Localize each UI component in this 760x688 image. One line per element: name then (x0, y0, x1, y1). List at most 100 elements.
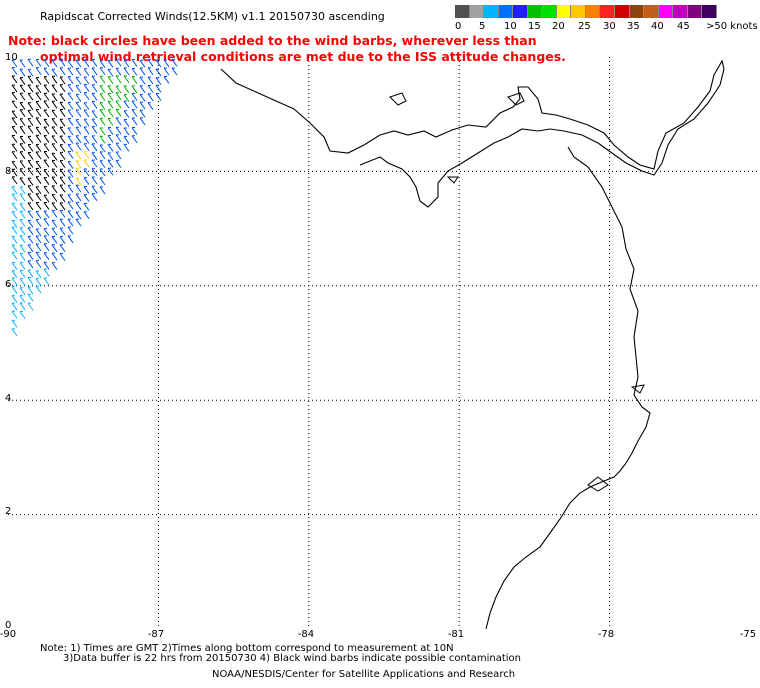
wind-barb (19, 287, 26, 295)
wind-barb (51, 185, 58, 194)
wind-barb (43, 100, 50, 109)
map-title: Rapidscat Corrected Winds(12.5KM) v1.1 2… (40, 10, 385, 23)
wind-barb (11, 151, 18, 160)
wind-barb (67, 92, 74, 101)
wind-barb (115, 108, 122, 117)
wind-barb (11, 302, 18, 311)
wind-barb (11, 270, 18, 278)
wind-barb (83, 211, 90, 219)
wind-barb (75, 126, 82, 135)
wind-barb (67, 76, 74, 84)
wind-barb (51, 159, 58, 168)
wind-barb (27, 177, 34, 186)
wind-barb (19, 109, 26, 117)
legend-swatch (513, 5, 528, 18)
wind-barb (51, 176, 58, 185)
wind-barb (11, 226, 18, 235)
wind-barb (147, 76, 154, 85)
wind-barb (59, 236, 66, 244)
x-tick-label: -90 (0, 629, 17, 640)
wind-barb (35, 186, 42, 195)
wind-barb (11, 295, 18, 303)
wind-barb (59, 218, 66, 227)
wind-barb (19, 102, 26, 110)
wind-barb (75, 101, 82, 110)
legend-swatch (571, 5, 586, 18)
wind-barb (107, 127, 114, 135)
wind-barb (59, 253, 66, 261)
wind-barb (91, 168, 98, 176)
wind-barb (83, 194, 90, 202)
wind-barb (19, 136, 26, 144)
wind-barb (91, 100, 98, 109)
wind-barb (83, 59, 90, 68)
wind-barb (43, 235, 50, 244)
wind-barb (147, 58, 154, 67)
y-tick-label: 2 (5, 506, 12, 517)
wind-barb (59, 126, 66, 135)
wind-barb (67, 226, 74, 235)
wind-speed-legend: 0 5 10 15 20 25 30 35 40 45 >50 knots (455, 5, 758, 33)
wind-barb (107, 68, 114, 77)
wind-barb (35, 235, 42, 244)
y-tick-label: 8 (5, 166, 12, 177)
wind-barb (139, 101, 146, 110)
wind-barb (155, 84, 162, 93)
wind-barb (35, 176, 42, 184)
wind-barb (19, 77, 26, 85)
wind-barb (59, 202, 66, 211)
wind-barb (19, 252, 26, 261)
wind-barb (51, 235, 58, 244)
wind-barb (75, 109, 82, 118)
wind-barb (19, 186, 26, 195)
wind-barb (27, 293, 34, 302)
contamination-note: Note: black circles have been added to t… (8, 33, 568, 65)
wind-barb (27, 135, 34, 144)
wind-barb (51, 84, 58, 93)
wind-barb (11, 319, 18, 328)
wind-barb (59, 76, 66, 85)
wind-barb (27, 151, 34, 160)
legend-swatch (658, 5, 674, 18)
wind-barb (75, 202, 82, 210)
wind-barb (91, 125, 98, 134)
wind-barb (59, 227, 66, 236)
wind-barb (35, 151, 42, 160)
wind-barb (67, 117, 74, 126)
wind-barb (35, 160, 42, 169)
wind-barb (123, 100, 130, 109)
wind-barb (51, 100, 58, 109)
wind-barb (163, 75, 170, 84)
wind-barb (59, 209, 66, 218)
wind-barb (11, 310, 18, 319)
wind-barb (43, 169, 50, 177)
wind-barb (27, 202, 34, 211)
legend-swatch (673, 5, 688, 18)
wind-barb (115, 117, 122, 126)
wind-barb (83, 168, 90, 177)
wind-barb (35, 77, 42, 85)
wind-barb (115, 134, 122, 143)
wind-barb (83, 177, 90, 185)
wind-barb (27, 160, 34, 168)
wind-barb (139, 67, 146, 76)
wind-barb (11, 202, 18, 211)
wind-barb (11, 235, 18, 244)
wind-barb (35, 144, 42, 152)
wind-barb (27, 109, 34, 118)
legend-label: 35 (627, 21, 640, 32)
wind-barb (147, 93, 154, 102)
wind-barb (99, 127, 106, 136)
wind-barb (51, 209, 58, 218)
wind-barb (35, 167, 42, 176)
wind-barb (27, 144, 34, 152)
wind-barb (115, 92, 122, 101)
legend-label: 30 (603, 21, 616, 32)
wind-barb (131, 93, 138, 101)
wind-barb (83, 185, 90, 194)
wind-barb (51, 262, 58, 270)
wind-barb (59, 176, 66, 185)
wind-barb (19, 193, 26, 202)
wind-barb (19, 235, 26, 244)
y-tick-label: 6 (5, 279, 12, 290)
